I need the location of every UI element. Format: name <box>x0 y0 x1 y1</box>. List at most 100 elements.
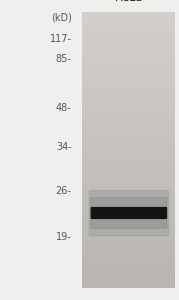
Bar <box>82 186 175 187</box>
Bar <box>82 12 175 13</box>
Bar <box>82 144 175 145</box>
Bar <box>82 184 175 185</box>
Bar <box>82 230 175 231</box>
Bar <box>82 247 175 248</box>
Bar <box>82 279 175 280</box>
Bar <box>82 175 175 176</box>
Bar <box>82 97 175 98</box>
Bar <box>82 50 175 51</box>
Bar <box>82 82 175 83</box>
Bar <box>82 274 175 275</box>
FancyBboxPatch shape <box>89 190 168 236</box>
Bar <box>82 98 175 99</box>
Bar <box>82 110 175 111</box>
Bar <box>82 200 175 201</box>
Bar <box>82 118 175 119</box>
Text: 34-: 34- <box>56 142 72 152</box>
Bar <box>82 239 175 240</box>
Bar <box>82 145 175 146</box>
Bar <box>82 39 175 40</box>
Bar <box>82 128 175 129</box>
Bar <box>82 72 175 73</box>
Bar <box>82 83 175 84</box>
Bar <box>82 92 175 93</box>
Bar <box>82 177 175 178</box>
Bar <box>82 103 175 104</box>
Bar <box>82 173 175 174</box>
Bar <box>82 44 175 45</box>
Bar <box>82 79 175 80</box>
Text: 19-: 19- <box>56 232 72 242</box>
Bar <box>82 45 175 46</box>
Bar <box>82 125 175 126</box>
Bar <box>82 168 175 169</box>
Bar <box>82 31 175 32</box>
Bar <box>82 30 175 31</box>
Bar <box>82 227 175 228</box>
Bar <box>82 199 175 200</box>
Bar <box>82 161 175 162</box>
Bar <box>82 85 175 86</box>
Bar <box>82 117 175 118</box>
FancyBboxPatch shape <box>91 208 166 218</box>
Bar <box>82 207 175 208</box>
Bar <box>82 201 175 202</box>
Bar <box>82 130 175 131</box>
Bar <box>82 240 175 241</box>
Bar <box>82 70 175 71</box>
Bar <box>82 67 175 68</box>
Bar <box>82 153 175 154</box>
Bar <box>82 27 175 28</box>
Bar <box>82 209 175 210</box>
Bar <box>82 249 175 250</box>
Bar <box>82 84 175 85</box>
Bar <box>82 187 175 188</box>
Bar <box>82 68 175 69</box>
Bar <box>82 231 175 232</box>
Bar <box>82 65 175 66</box>
Bar <box>82 183 175 184</box>
Bar <box>82 22 175 23</box>
Bar <box>82 76 175 77</box>
Bar <box>82 257 175 258</box>
Bar <box>82 280 175 282</box>
Bar <box>82 111 175 112</box>
Bar <box>82 147 175 148</box>
Bar <box>82 123 175 124</box>
Bar <box>82 53 175 54</box>
Bar <box>82 261 175 262</box>
Bar <box>82 23 175 24</box>
Bar <box>82 259 175 260</box>
Bar <box>82 260 175 261</box>
Bar <box>82 17 175 18</box>
Bar <box>82 253 175 254</box>
Bar <box>82 136 175 137</box>
Bar <box>82 101 175 102</box>
Bar <box>82 182 175 183</box>
Bar <box>82 232 175 233</box>
Bar <box>82 244 175 245</box>
Bar <box>82 126 175 127</box>
Bar <box>82 36 175 37</box>
Bar <box>82 162 175 163</box>
Bar <box>82 221 175 222</box>
Bar <box>82 218 175 219</box>
Bar <box>82 269 175 270</box>
Text: 85-: 85- <box>56 53 72 64</box>
Bar <box>82 35 175 36</box>
Bar <box>82 75 175 76</box>
Bar <box>82 263 175 264</box>
Bar <box>82 159 175 160</box>
Bar <box>82 100 175 101</box>
Bar <box>82 256 175 257</box>
Bar <box>82 286 175 287</box>
Bar <box>82 91 175 92</box>
Bar <box>82 37 175 38</box>
Bar <box>82 213 175 214</box>
Bar <box>82 88 175 89</box>
Bar <box>82 151 175 152</box>
Bar <box>82 24 175 25</box>
Bar <box>82 63 175 64</box>
Bar <box>82 224 175 225</box>
Bar <box>82 215 175 216</box>
